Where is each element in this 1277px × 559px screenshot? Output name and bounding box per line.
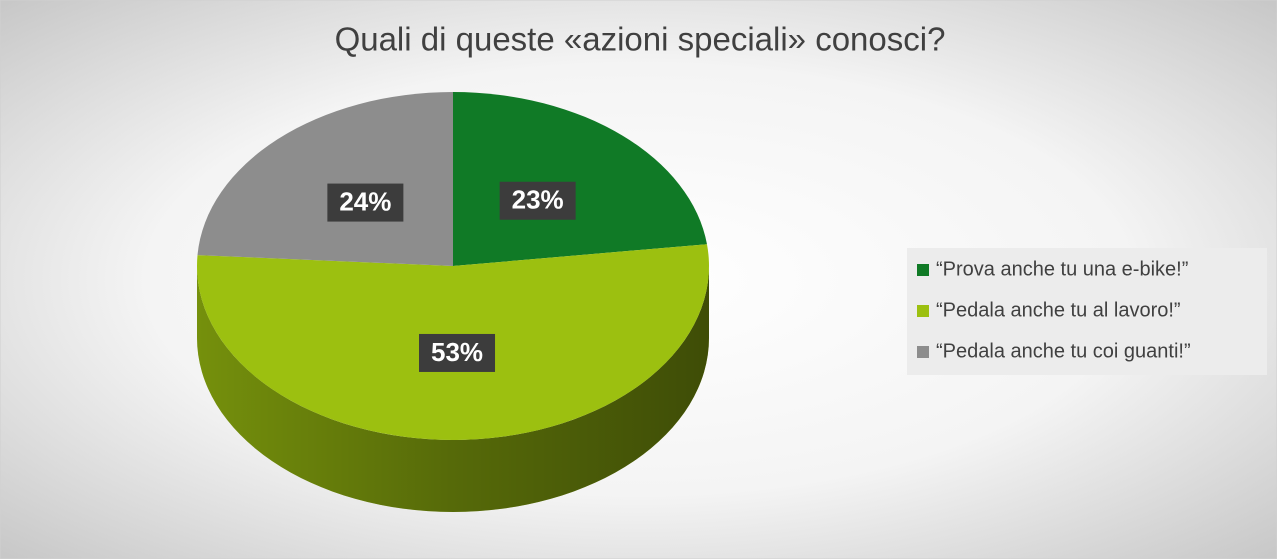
data-label-box [499, 181, 576, 220]
chart-title: Quali di queste «azioni speciali» conosc… [335, 21, 946, 58]
data-label: 23% [512, 185, 564, 215]
legend-label: “Pedala anche tu coi guanti!” [936, 340, 1191, 362]
slice-side [197, 266, 709, 512]
data-label: 53% [431, 337, 483, 367]
legend-label: “Prova anche tu una e-bike!” [936, 258, 1188, 280]
slice [453, 92, 707, 266]
legend-label: “Pedala anche tu al lavoro!” [936, 299, 1181, 321]
legend-swatch [917, 346, 929, 358]
slice-side-shade [197, 266, 709, 512]
data-label-box [419, 333, 496, 372]
data-label-box [327, 183, 404, 222]
legend-swatch [917, 305, 929, 317]
legend-swatch [917, 264, 929, 276]
slice [197, 92, 453, 266]
data-label: 24% [339, 186, 391, 216]
legend-box [907, 248, 1267, 375]
